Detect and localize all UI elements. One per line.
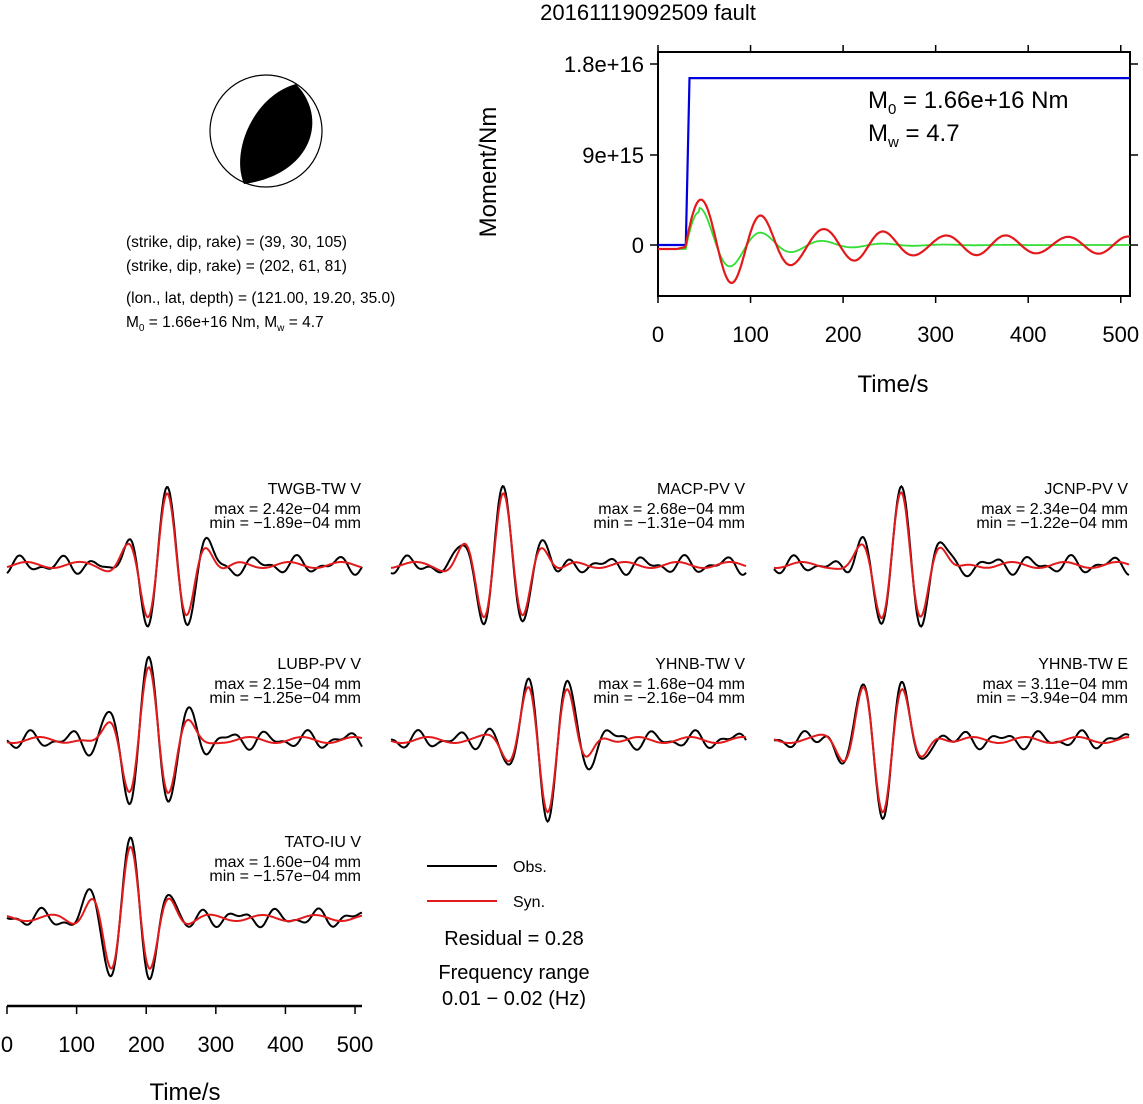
moment-x-tick-label: 400 <box>1010 322 1047 347</box>
station-min: min = −3.94e−04 mm <box>976 690 1128 707</box>
station-min: min = −1.25e−04 mm <box>209 690 361 707</box>
station-max: max = 1.60e−04 mm <box>214 854 361 871</box>
moment-curves <box>658 77 1131 284</box>
observed-trace <box>6 655 363 806</box>
moment-y-tick-label: 1.8e+16 <box>564 52 644 77</box>
focal-line-3: (lon., lat, depth) = (121.00, 19.20, 35.… <box>126 290 395 307</box>
moment-y-tick-label: 9e+15 <box>582 143 644 168</box>
station-name: YHNB-TW E <box>1038 656 1128 673</box>
station-max: max = 2.34e−04 mm <box>981 501 1128 518</box>
synthetic-trace <box>390 686 747 814</box>
station-name: JCNP-PV V <box>1044 481 1128 498</box>
station-min: min = −1.89e−04 mm <box>209 515 361 532</box>
moment-y-tick-label: 0 <box>632 233 644 258</box>
beachball-compression-quadrant <box>240 84 313 184</box>
station-min: min = −1.31e−04 mm <box>593 515 745 532</box>
focal-line-1: (strike, dip, rake) = (39, 30, 105) <box>126 234 347 251</box>
moment-y-ticks: 1.8e+16 9e+15 0 <box>564 52 1138 258</box>
synthetic-trace <box>6 666 363 794</box>
moment-panel-frame <box>657 51 1131 297</box>
moment-x-tick-label: 100 <box>732 322 769 347</box>
waveform-time-axis: 0 100 200 300 400 500 <box>1 1004 374 1057</box>
waveform-x-tick-label: 500 <box>337 1032 374 1057</box>
frequency-title: Frequency range <box>438 962 589 984</box>
station-min: min = −1.57e−04 mm <box>209 868 361 885</box>
moment-curve <box>658 77 1130 247</box>
synthetic-trace <box>390 492 747 619</box>
observed-trace <box>390 677 747 823</box>
moment-x-tick-label: 0 <box>652 322 664 347</box>
focal-line-2: (strike, dip, rake) = (202, 61, 81) <box>126 258 347 275</box>
moment-x-tick-label: 200 <box>825 322 862 347</box>
station-max: max = 2.42e−04 mm <box>214 501 361 518</box>
figure-title: 20161119092509 fault <box>540 0 756 25</box>
waveform-x-tick-label: 100 <box>58 1032 95 1057</box>
station-min: min = −1.22e−04 mm <box>976 515 1128 532</box>
station-name: MACP-PV V <box>657 481 745 498</box>
focal-mechanism-beachball <box>209 74 323 188</box>
station-max: max = 2.68e−04 mm <box>598 501 745 518</box>
stf-red-curve <box>658 198 1131 284</box>
observed-trace <box>6 486 363 628</box>
observed-trace <box>773 484 1130 628</box>
focal-magnitude-line: M0 = 1.66e+16 Nm, Mw = 4.7 <box>126 314 324 334</box>
waveform-x-tick-label: 400 <box>267 1032 304 1057</box>
waveform-x-label: Time/s <box>149 1079 220 1104</box>
station-max: max = 3.11e−04 mm <box>982 676 1128 693</box>
legend-obs-label: Obs. <box>513 859 547 876</box>
moment-y-label: Moment/Nm <box>475 107 502 238</box>
synthetic-trace <box>773 686 1130 814</box>
station-max: max = 1.68e−04 mm <box>598 676 745 693</box>
synthetic-trace <box>6 492 363 619</box>
station-max: max = 2.15e−04 mm <box>214 676 361 693</box>
moment-x-tick-label: 300 <box>917 322 954 347</box>
residual-text: Residual = 0.28 <box>444 928 584 950</box>
moment-m0-annotation: M0 = 1.66e+16 Nm <box>868 87 1068 118</box>
legend: Obs. Syn. Residual = 0.28 Frequency rang… <box>427 859 590 1010</box>
moment-x-tick-label: 500 <box>1102 322 1139 347</box>
moment-panel: 1.8e+16 9e+15 0 0 100 200 300 400 500 Moment/Nm… <box>475 45 1139 398</box>
waveform-x-tick-label: 300 <box>197 1032 234 1057</box>
station-min: min = −2.16e−04 mm <box>593 690 745 707</box>
station-name: LUBP-PV V <box>277 656 361 673</box>
waveform-x-tick-label: 0 <box>1 1032 13 1057</box>
moment-x-label: Time/s <box>857 371 928 398</box>
waveform-x-tick-label: 200 <box>128 1032 165 1057</box>
station-name: TATO-IU V <box>285 834 362 851</box>
observed-trace <box>390 484 747 626</box>
moment-mw-annotation: Mw = 4.7 <box>868 120 960 151</box>
station-name: YHNB-TW V <box>655 656 745 673</box>
frequency-value: 0.01 − 0.02 (Hz) <box>442 988 586 1010</box>
synthetic-trace <box>773 491 1130 620</box>
stf-green-curve <box>658 206 1130 268</box>
synthetic-trace <box>6 845 363 970</box>
moment-x-ticks: 0 100 200 300 400 500 <box>652 45 1139 347</box>
station-name: TWGB-TW V <box>268 481 362 498</box>
legend-syn-label: Syn. <box>513 894 545 911</box>
